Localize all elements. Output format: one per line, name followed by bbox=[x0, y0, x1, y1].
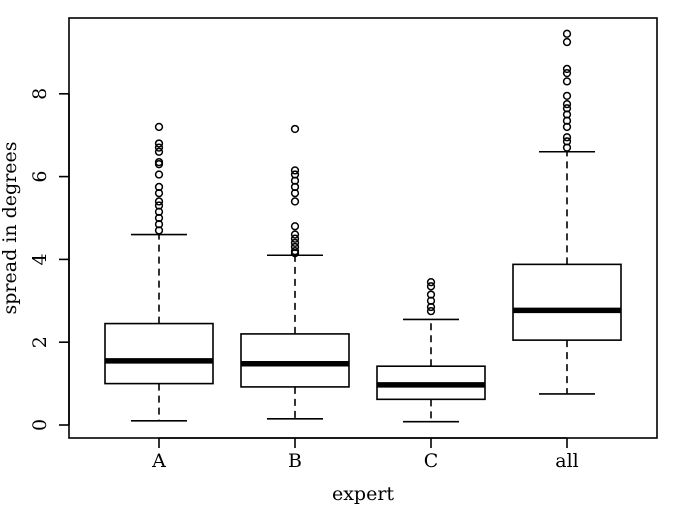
outlier-point bbox=[154, 182, 164, 192]
x-tick-label: C bbox=[424, 450, 439, 472]
outlier-point bbox=[562, 133, 572, 142]
outlier-point bbox=[562, 64, 572, 74]
outlier-point bbox=[426, 282, 436, 291]
outlier-point bbox=[290, 234, 300, 243]
iqr-box bbox=[104, 322, 214, 385]
y-tick-label: 6 bbox=[29, 171, 51, 183]
outlier-point bbox=[562, 104, 572, 113]
outlier-point bbox=[290, 246, 300, 256]
outlier-point bbox=[154, 201, 164, 210]
outlier-point bbox=[154, 122, 164, 132]
y-tick-label: 0 bbox=[29, 419, 51, 431]
box-B bbox=[240, 124, 350, 420]
y-tick-label: 8 bbox=[29, 88, 51, 100]
boxes-layer bbox=[104, 29, 622, 423]
outlier-point bbox=[426, 290, 436, 299]
outlier-point bbox=[290, 222, 300, 231]
outlier-point bbox=[426, 278, 436, 287]
outlier-point bbox=[154, 143, 164, 152]
outlier-point bbox=[562, 29, 572, 38]
outlier-point bbox=[290, 197, 300, 206]
box-A bbox=[104, 122, 214, 422]
outlier-point bbox=[154, 139, 164, 148]
outlier-point bbox=[290, 166, 300, 175]
outlier-point bbox=[562, 137, 572, 146]
x-axis-title: expert bbox=[332, 483, 394, 505]
x-tick-label: all bbox=[555, 450, 578, 472]
outlier-point bbox=[562, 68, 572, 78]
y-tick-label: 4 bbox=[29, 253, 51, 265]
outlier-point bbox=[426, 307, 436, 316]
outlier-point bbox=[154, 147, 164, 156]
outlier-point bbox=[562, 91, 572, 101]
x-tick-label: A bbox=[151, 450, 166, 472]
outlier-point bbox=[154, 197, 164, 206]
iqr-box bbox=[240, 333, 350, 388]
y-tick-label: 2 bbox=[29, 336, 51, 348]
y-axis: 0 2 4 6 8 bbox=[29, 88, 70, 431]
outlier-point bbox=[290, 124, 300, 134]
outlier-point bbox=[290, 170, 300, 179]
x-tick-label: B bbox=[288, 450, 302, 472]
iqr-box bbox=[512, 263, 622, 341]
box-C bbox=[376, 278, 486, 423]
outlier-point bbox=[154, 157, 164, 167]
box-all bbox=[512, 29, 622, 395]
outlier-point bbox=[562, 77, 572, 86]
outlier-point bbox=[154, 170, 164, 179]
outlier-point bbox=[562, 37, 572, 47]
outlier-point bbox=[290, 242, 300, 252]
outlier-point bbox=[290, 230, 300, 239]
outlier-point bbox=[562, 100, 572, 109]
y-axis-title: spread in degrees bbox=[0, 141, 21, 314]
outlier-point bbox=[290, 238, 300, 247]
